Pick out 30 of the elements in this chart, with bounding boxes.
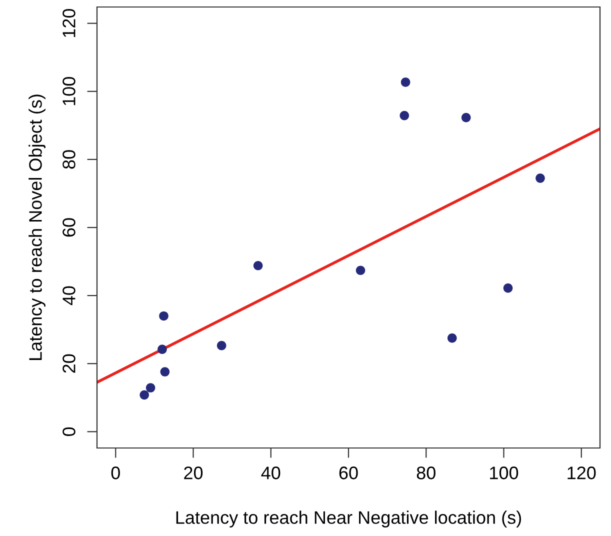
x-tick-label: 20 <box>184 466 203 480</box>
point <box>159 311 168 321</box>
x-tick-label: 100 <box>490 466 518 480</box>
point <box>216 340 226 350</box>
x-tick-label: 120 <box>568 466 596 480</box>
point <box>536 174 545 183</box>
y-tick-label: 20 <box>62 354 76 373</box>
y-tick-label: 40 <box>62 286 76 306</box>
x-axis-title: Latency to reach Near Negative location (s) <box>176 510 522 528</box>
point <box>356 266 366 276</box>
x-tick-label: 80 <box>416 466 436 480</box>
point <box>140 390 150 400</box>
x-tick-label: 60 <box>339 466 358 480</box>
point <box>461 112 471 122</box>
y-tick-label: 60 <box>62 218 76 237</box>
point <box>447 333 457 343</box>
y-axis-title: Latency to reach Novel Object (s) <box>28 94 46 360</box>
x-tick-label: 40 <box>261 466 280 480</box>
y-tick-label: 80 <box>62 150 76 169</box>
point <box>160 367 170 376</box>
point <box>400 110 410 120</box>
point <box>400 78 410 87</box>
point <box>503 283 513 293</box>
y-tick-label: 100 <box>62 77 76 106</box>
x-tick-label: 0 <box>111 466 120 480</box>
y-tick-label: 0 <box>62 427 76 436</box>
point <box>158 344 167 354</box>
point <box>146 383 156 392</box>
y-tick-label: 120 <box>62 8 76 38</box>
point <box>253 260 263 270</box>
